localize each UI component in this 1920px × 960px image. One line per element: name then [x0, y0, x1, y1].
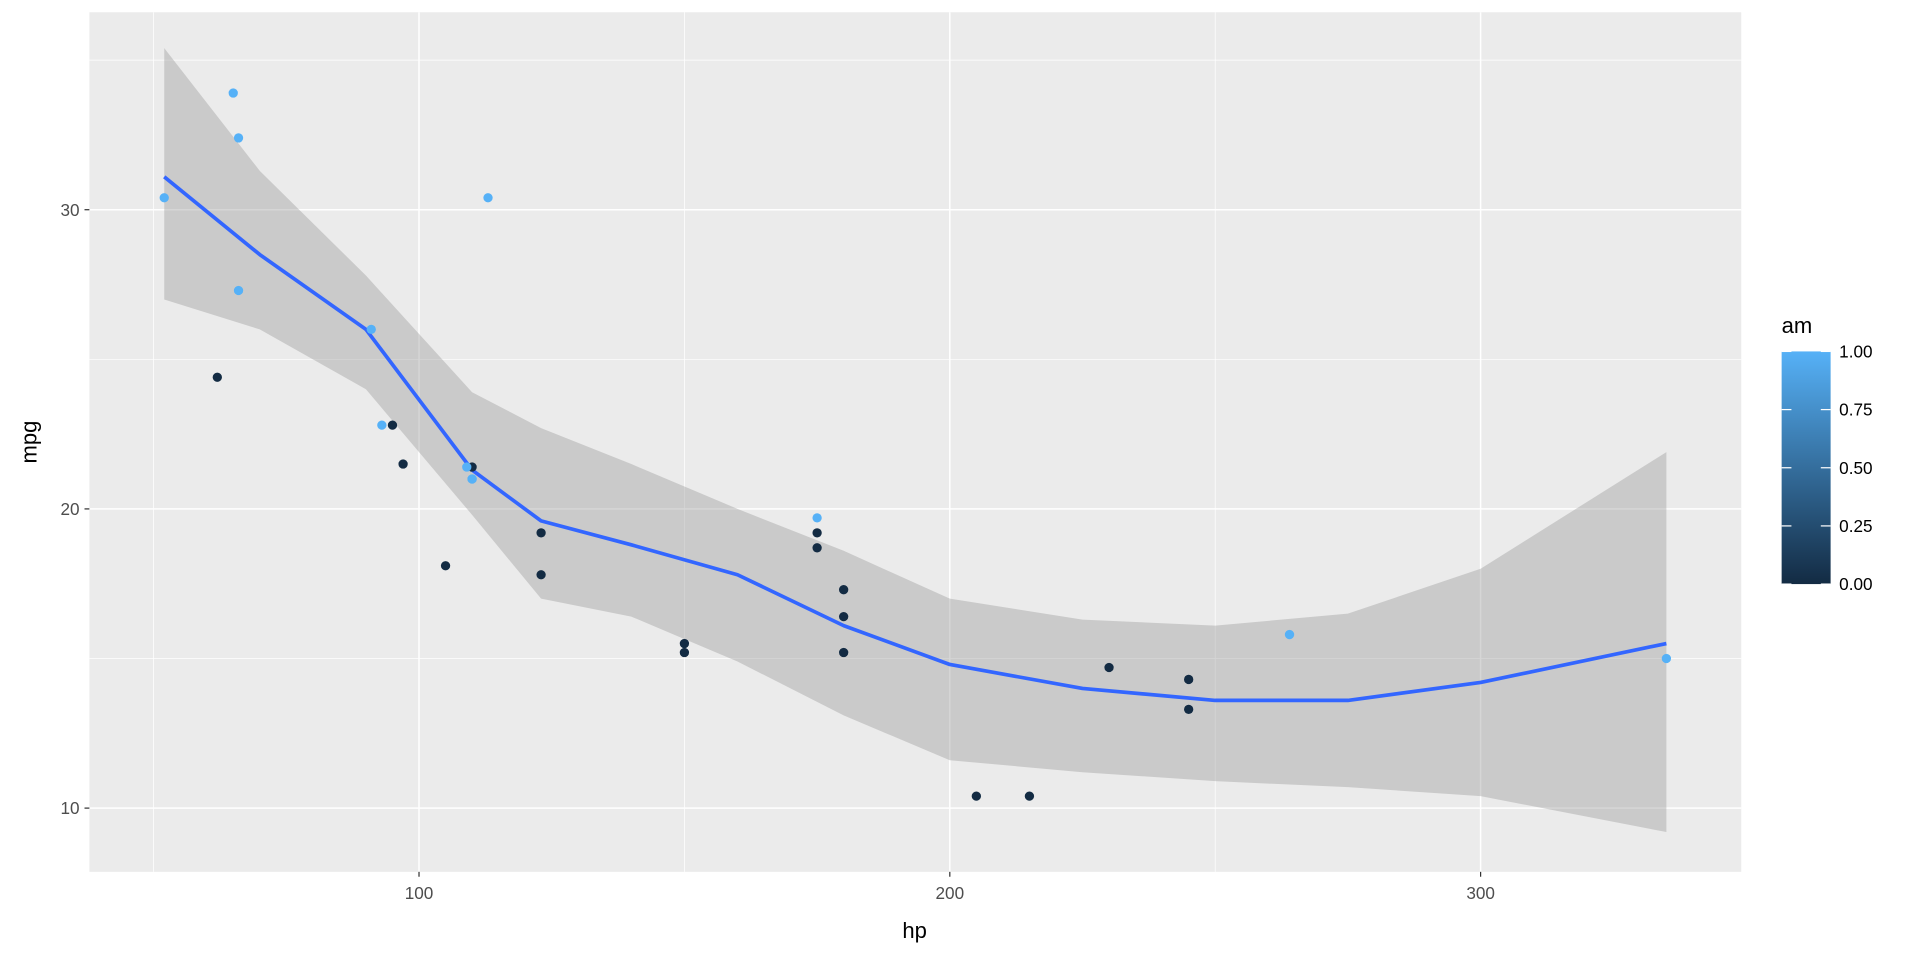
y-tick-label: 10 [61, 798, 80, 818]
y-tick-label: 30 [61, 200, 80, 220]
y-tick-label: 20 [61, 499, 80, 519]
legend-label: 0.50 [1839, 458, 1872, 478]
data-point [1184, 704, 1194, 715]
legend-label: 0.00 [1839, 574, 1872, 594]
axes: 100 200 300 10 20 30 [61, 200, 1495, 903]
legend-label: 0.25 [1839, 516, 1872, 536]
data-point [483, 193, 493, 203]
legend: am 0.00 0.25 0.50 0.75 1.00 [1781, 313, 1873, 594]
data-point [679, 647, 690, 658]
data-point [536, 528, 546, 538]
data-point [1024, 791, 1035, 801]
data-point [679, 638, 690, 649]
data-point [838, 611, 849, 622]
data-point [838, 585, 849, 595]
data-point [838, 647, 849, 658]
y-axis-title: mpg [17, 421, 42, 464]
data-point [467, 474, 477, 484]
data-point [377, 420, 387, 430]
data-point [971, 791, 982, 801]
data-point [228, 88, 238, 98]
legend-label: 1.00 [1839, 342, 1872, 362]
data-point [462, 462, 472, 472]
data-point [159, 193, 169, 203]
data-point [366, 324, 376, 335]
data-point [812, 513, 822, 523]
x-tick-label: 200 [936, 883, 965, 903]
data-point [233, 285, 244, 296]
data-point [440, 561, 451, 571]
data-point [536, 570, 546, 580]
x-tick-label: 300 [1466, 883, 1495, 903]
points-group [159, 88, 1672, 801]
x-axis-title: hp [902, 918, 927, 943]
data-point [398, 459, 408, 469]
data-point [1284, 629, 1295, 640]
data-point [233, 133, 244, 143]
panel-background [89, 12, 1742, 872]
data-point [1661, 653, 1672, 664]
smooth-line [163, 175, 1667, 703]
data-point [812, 528, 822, 538]
data-point [1104, 662, 1114, 673]
x-tick-label: 100 [405, 883, 434, 903]
legend-title: am [1782, 313, 1813, 338]
data-point [1184, 674, 1194, 685]
data-point [812, 543, 822, 553]
legend-label: 0.75 [1839, 400, 1872, 420]
smooth-line-group [163, 175, 1667, 703]
gridlines [89, 12, 1742, 872]
data-point [387, 420, 398, 430]
data-point [212, 372, 222, 382]
